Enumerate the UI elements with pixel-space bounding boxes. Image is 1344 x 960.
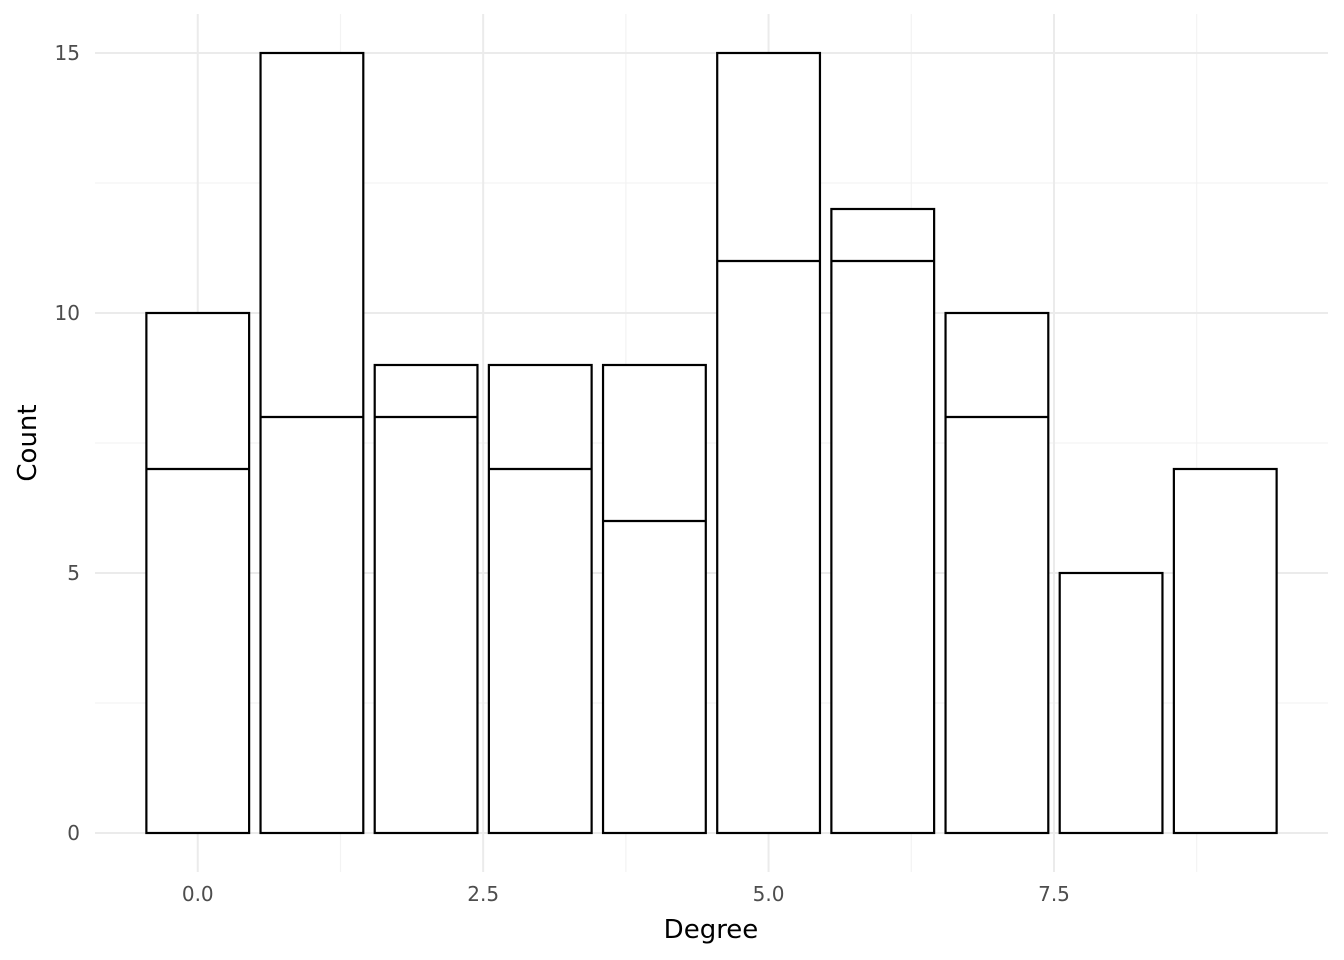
x-tick-label: 7.5 [1038,882,1070,906]
x-axis-ticks: 0.0 2.5 5.0 7.5 [182,882,1070,906]
x-axis-title: Degree [664,915,759,945]
x-tick-label: 2.5 [467,882,499,906]
y-tick-label: 0 [67,821,80,845]
bar-degree-4 [601,363,707,835]
y-axis-ticks: 0 5 10 15 [55,41,80,845]
x-tick-label: 5.0 [753,882,785,906]
bar-degree-8 [1058,571,1164,835]
bar-degree-2 [373,363,479,835]
bar-degree-7 [944,311,1050,835]
bar-degree-3 [487,363,593,835]
y-axis-title: Count [13,404,43,481]
bar-degree-5 [716,51,822,835]
bar-degree-1 [259,51,365,835]
bar-degree-9 [1172,467,1278,835]
y-tick-label: 10 [55,301,80,325]
bar-degree-0 [145,311,251,835]
y-tick-label: 15 [55,41,80,65]
bars [145,51,1278,835]
x-tick-label: 0.0 [182,882,214,906]
bar-degree-6 [830,207,936,835]
y-tick-label: 5 [67,561,80,585]
